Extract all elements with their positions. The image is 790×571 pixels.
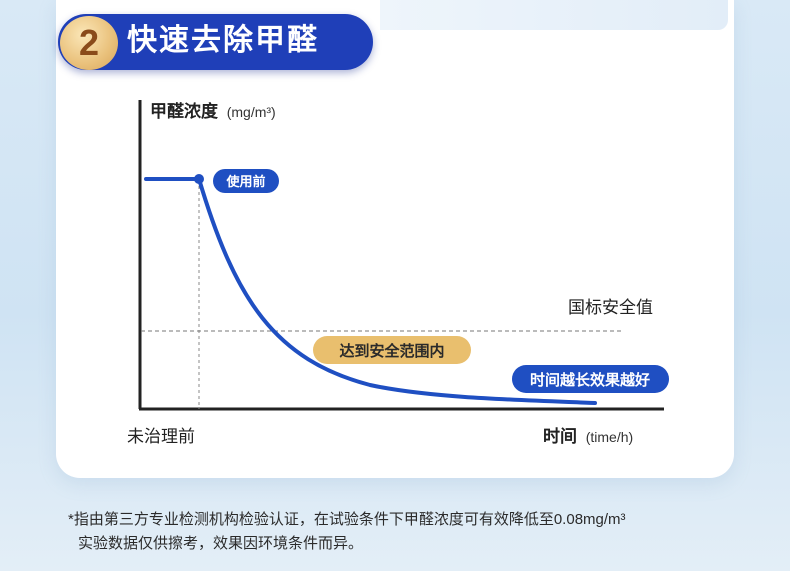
safe-range-pill [313,336,471,364]
svg-text:甲醛浓度 (mg/m³): 甲醛浓度 (mg/m³) [150,101,276,121]
before-use-label: 使用前 [225,174,265,189]
before-use-pill [213,169,279,193]
top-decor-strip [380,0,728,30]
svg-text:时间 (time/h): 时间 (time/h) [543,426,633,446]
footnote-line-2: 实验数据仅供擦考，效果因环境条件而异。 [78,535,364,552]
section-number-badge: 2 [60,16,118,70]
concentration-curve [144,177,597,405]
x-axis-label: 时间 [543,426,577,446]
threshold-label: 国标安全值 [568,298,653,317]
footnote: *指由第三方专业检测机构检验认证，在试验条件下甲醛浓度可有效降低至0.08mg/… [68,508,768,556]
section-title: 快速去除甲醛 [127,24,319,57]
x-start-label: 未治理前 [127,427,195,446]
start-point [194,174,204,184]
longer-better-pill [512,365,669,393]
y-axis-label: 甲醛浓度 [150,101,219,121]
safe-range-label: 达到安全范围内 [339,342,444,360]
longer-better-label: 时间越长效果越好 [530,371,650,389]
y-axis-unit: (mg/m³) [227,104,276,120]
x-axis-unit: (time/h) [586,429,633,445]
content-card [56,0,734,478]
footnote-line-1: *指由第三方专业检测机构检验认证，在试验条件下甲醛浓度可有效降低至0.08mg/… [68,511,626,528]
